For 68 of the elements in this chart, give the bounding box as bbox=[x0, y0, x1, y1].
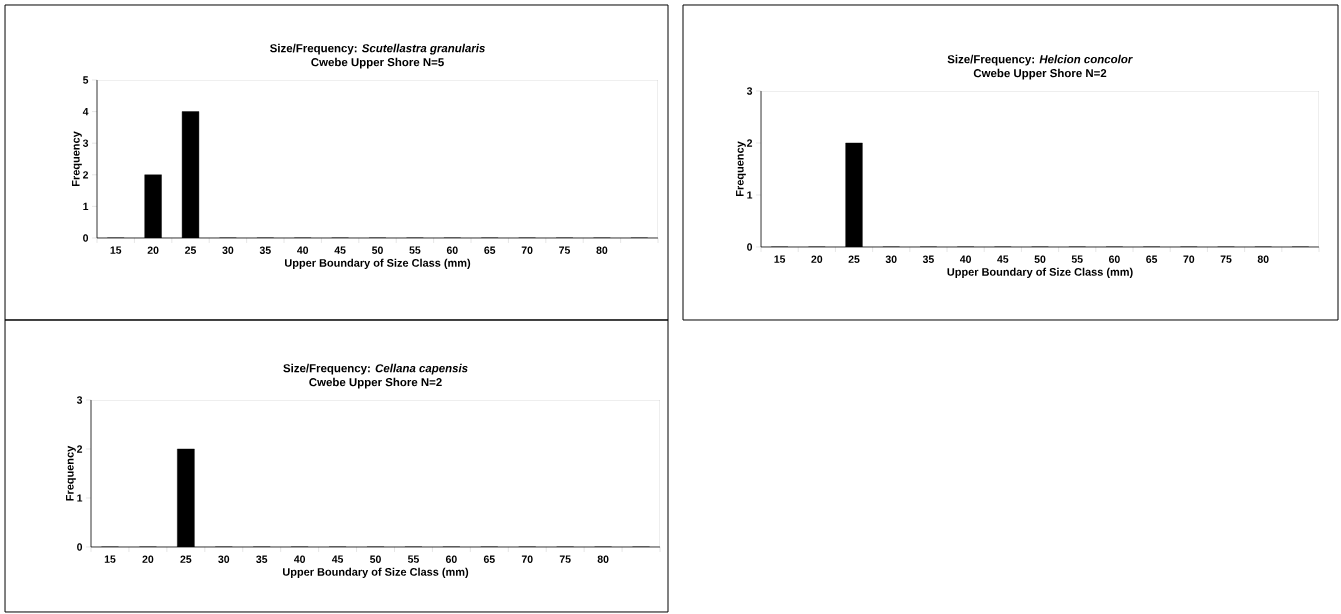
x-tick-label: 40 bbox=[959, 255, 972, 263]
x-tick-label: 40 bbox=[293, 555, 306, 563]
y-axis-title: Frequency bbox=[66, 445, 76, 501]
x-tick-label: 80 bbox=[596, 246, 608, 254]
x-tick-label: 75 bbox=[559, 555, 571, 563]
x-tick-label: 45 bbox=[331, 555, 344, 563]
y-tick-label: 2 bbox=[747, 139, 753, 147]
y-tick-label: 3 bbox=[746, 87, 753, 95]
x-tick-label: 50 bbox=[1034, 255, 1046, 263]
x-tick-label: 75 bbox=[1220, 255, 1232, 263]
y-tick-label: 1 bbox=[83, 202, 89, 210]
x-tick-label: 55 bbox=[1071, 255, 1083, 263]
x-tick-label: 65 bbox=[483, 555, 495, 563]
chart-subtitle: Cwebe Upper Shore N=2 bbox=[309, 377, 442, 389]
y-tick-label: 0 bbox=[77, 543, 83, 551]
x-tick-label: 35 bbox=[259, 246, 271, 254]
x-tick-label: 55 bbox=[407, 555, 419, 563]
y-tick-label: 4 bbox=[82, 107, 89, 116]
x-tick-label: 20 bbox=[147, 246, 159, 254]
x-tick-label: 25 bbox=[848, 255, 860, 263]
x-tick-label: 60 bbox=[445, 555, 457, 563]
x-tick-label: 60 bbox=[1108, 255, 1120, 263]
x-tick-label: 25 bbox=[185, 246, 197, 254]
y-tick-label: 0 bbox=[747, 243, 753, 251]
y-tick-label: 3 bbox=[76, 396, 83, 404]
x-tick-label: 80 bbox=[1257, 255, 1269, 263]
x-tick-label: 80 bbox=[597, 555, 609, 563]
x-tick-label: 65 bbox=[1146, 255, 1158, 263]
x-tick-label: 70 bbox=[521, 555, 533, 563]
y-tick-label: 0 bbox=[83, 234, 89, 242]
chart-title: Size/Frequency: Scutellastra granularis bbox=[270, 43, 485, 55]
x-axis-title: Upper Boundary of Size Class (mm) bbox=[947, 267, 1133, 278]
x-tick-label: 70 bbox=[1183, 255, 1195, 263]
x-tick-label: 75 bbox=[559, 246, 571, 254]
x-tick-label: 15 bbox=[110, 246, 122, 254]
x-tick-label: 65 bbox=[484, 246, 496, 254]
x-tick-label: 40 bbox=[297, 246, 309, 254]
x-tick-label: 20 bbox=[811, 255, 823, 263]
x-tick-label: 25 bbox=[180, 555, 192, 563]
x-tick-label: 50 bbox=[372, 246, 383, 254]
y-tick-label: 5 bbox=[83, 76, 89, 84]
chart-title: Size/Frequency: Cellana capensis bbox=[283, 363, 468, 375]
x-tick-label: 30 bbox=[218, 555, 230, 563]
y-tick-label: 1 bbox=[747, 191, 753, 199]
x-tick-label: 15 bbox=[774, 255, 786, 263]
x-tick-label: 60 bbox=[446, 246, 458, 254]
y-tick-label: 2 bbox=[77, 445, 83, 453]
x-tick-label: 45 bbox=[334, 246, 346, 254]
y-tick-label: 2 bbox=[83, 171, 89, 179]
y-tick-label: 1 bbox=[77, 494, 83, 502]
x-tick-label: 30 bbox=[885, 255, 897, 263]
chart-subtitle: Cwebe Upper Shore N=2 bbox=[973, 68, 1107, 80]
x-tick-label: 55 bbox=[409, 246, 421, 254]
y-axis-title: Frequency bbox=[736, 141, 746, 196]
chart-title: Size/Frequency: Helcion concolor bbox=[947, 54, 1133, 66]
x-tick-label: 30 bbox=[222, 246, 234, 254]
x-axis-title: Upper Boundary of Size Class (mm) bbox=[283, 567, 469, 578]
x-tick-label: 20 bbox=[142, 555, 154, 563]
y-axis-title: Frequency bbox=[72, 131, 82, 186]
x-tick-label: 50 bbox=[370, 555, 381, 563]
x-tick-label: 70 bbox=[521, 246, 533, 254]
chart-subtitle: Cwebe Upper Shore N=5 bbox=[311, 57, 444, 69]
x-tick-label: 45 bbox=[997, 255, 1009, 263]
x-tick-label: 35 bbox=[256, 555, 268, 563]
x-tick-label: 15 bbox=[104, 555, 116, 563]
x-tick-label: 35 bbox=[922, 255, 934, 263]
x-axis-title: Upper Boundary of Size Class (mm) bbox=[285, 258, 471, 269]
y-tick-label: 3 bbox=[82, 139, 89, 147]
